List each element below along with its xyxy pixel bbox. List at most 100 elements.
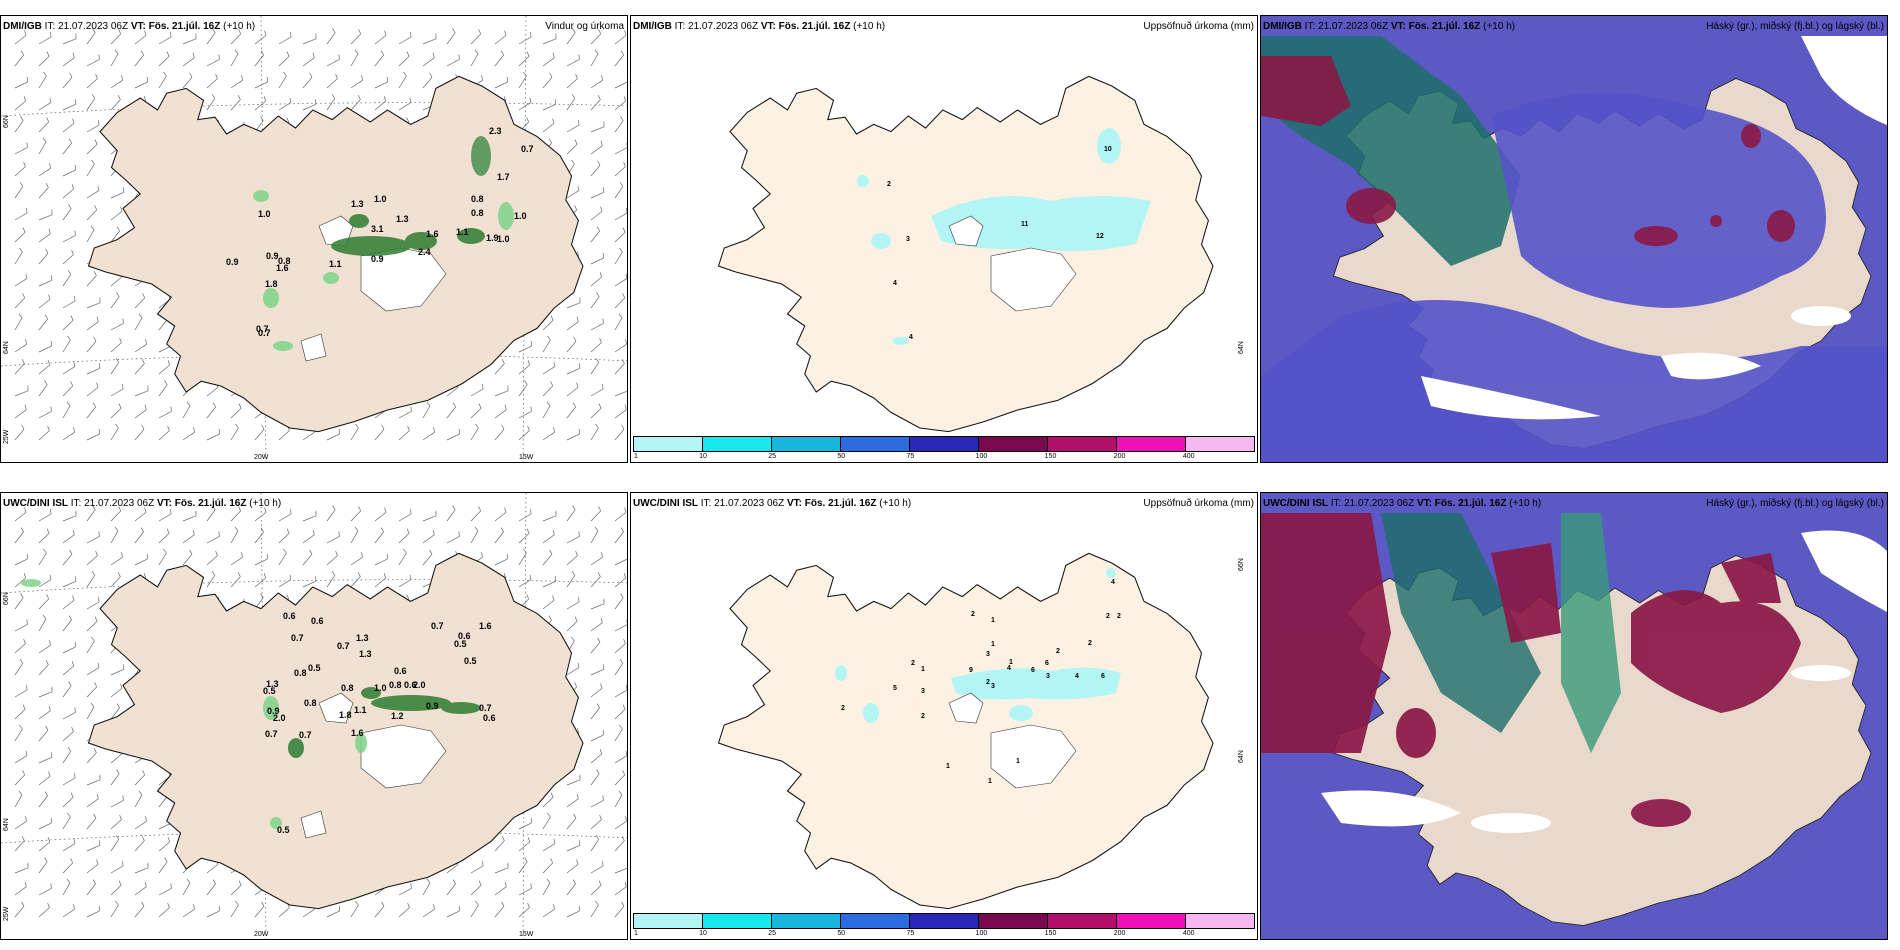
wind-barb-feather (23, 573, 27, 579)
wind-barb-feather (595, 900, 599, 906)
wind-barb-feather (624, 507, 627, 513)
wind-barb (566, 509, 576, 522)
wind-barb (278, 102, 292, 111)
wind-barb-feather (44, 380, 48, 385)
wind-barb-feather (571, 571, 576, 576)
wind-barb (518, 411, 532, 419)
wind-barb (230, 885, 242, 896)
wind-barb (494, 35, 507, 45)
wind-barb (254, 512, 267, 522)
wind-barb-feather (529, 574, 532, 580)
wind-barb (542, 431, 555, 441)
wind-barb (542, 515, 557, 522)
wind-barb-feather (260, 593, 264, 598)
wind-barb-feather (576, 793, 579, 799)
wind-barb-feather (49, 640, 51, 646)
wind-barb-feather (358, 506, 362, 512)
wind-barb (62, 103, 76, 111)
colorbar-tick: 400 (1182, 930, 1195, 937)
wind-barb (542, 103, 556, 111)
panel-title: Uppsöfnuð úrkoma (mm) (1143, 498, 1254, 509)
wind-barb-feather (312, 529, 315, 535)
wind-barb-feather (22, 293, 26, 299)
wind-barb-feather (621, 835, 625, 841)
wind-barb-feather (576, 859, 579, 865)
wind-barb-feather (74, 773, 76, 779)
wind-barb (86, 686, 97, 698)
wind-barb (374, 429, 385, 441)
wind-barb (86, 341, 97, 353)
wind-barb (134, 867, 149, 874)
wind-barb (14, 663, 24, 676)
wind-barb-feather (458, 54, 460, 60)
wind-barb-feather (67, 270, 72, 275)
wind-barb (86, 706, 95, 720)
wind-barb (14, 186, 24, 199)
wind-barb (590, 388, 604, 397)
wind-barb (38, 795, 48, 808)
wind-barb (110, 408, 122, 419)
wind-barb-feather (74, 230, 76, 236)
wind-barb (566, 32, 576, 45)
wind-barb (110, 800, 124, 808)
panel-wind-dmi: DMI/IGB IT: 21.07.2023 06Z VT: Fös. 21.j… (0, 15, 628, 463)
precip-value: 9 (969, 667, 973, 674)
wind-barb (614, 232, 626, 243)
wind-barb (422, 57, 435, 67)
wind-barb (86, 32, 96, 45)
wind-barb (590, 642, 601, 654)
wind-barb (38, 861, 48, 874)
wind-barb (350, 904, 359, 918)
wind-barb (38, 299, 51, 309)
lat-label: 25W (3, 429, 10, 444)
wind-barb (542, 554, 553, 566)
wind-value: 0.7 (479, 703, 492, 713)
wind-barb-feather (49, 574, 52, 580)
wind-barb (590, 191, 604, 199)
wind-barb (38, 187, 49, 199)
wind-barb-feather (98, 597, 100, 603)
wind-barb-feather (70, 792, 74, 798)
wind-barb (374, 512, 387, 522)
wind-barb (14, 120, 24, 133)
wind-barb (38, 598, 49, 610)
wind-barb-feather (26, 685, 28, 691)
wind-barb-feather (192, 529, 195, 535)
wind-barb (590, 530, 599, 544)
wind-barb (614, 186, 624, 199)
wind-barb (38, 36, 52, 45)
wind-barb (230, 904, 239, 918)
wind-barb (38, 552, 47, 566)
wind-barb (38, 430, 50, 441)
wind-barb (158, 513, 172, 522)
wind-barb-feather (553, 361, 556, 367)
wind-barb-feather (618, 313, 623, 319)
wind-barb (230, 53, 239, 67)
wind-barb-feather (622, 293, 626, 299)
wind-barb-feather (50, 509, 52, 515)
precip-shading (857, 128, 1151, 345)
map-cloud-dini (1261, 493, 1887, 939)
precip-value: 11 (1021, 221, 1029, 228)
wind-barb (350, 530, 359, 544)
wind-barb-feather (70, 381, 74, 387)
wind-barb (206, 406, 216, 419)
lon-label: 15W (519, 931, 534, 938)
wind-barb-feather (92, 28, 96, 33)
wind-barb-feather (526, 51, 530, 57)
wind-barb (422, 534, 435, 544)
wind-barb (182, 554, 193, 566)
wind-barb (614, 512, 627, 522)
wind-barb (62, 57, 75, 67)
wind-barb-feather (218, 531, 220, 537)
wind-barb (110, 510, 121, 522)
wind-barb (14, 624, 28, 632)
wind-barb-feather (167, 902, 170, 908)
wind-barb-feather (283, 548, 287, 554)
wind-barb (542, 882, 551, 896)
wind-barb-feather (92, 402, 96, 408)
wind-barb-feather (572, 505, 576, 510)
wind-barb-feather (626, 142, 627, 148)
wind-barb-feather (552, 529, 555, 535)
wind-barb-feather (289, 574, 292, 580)
